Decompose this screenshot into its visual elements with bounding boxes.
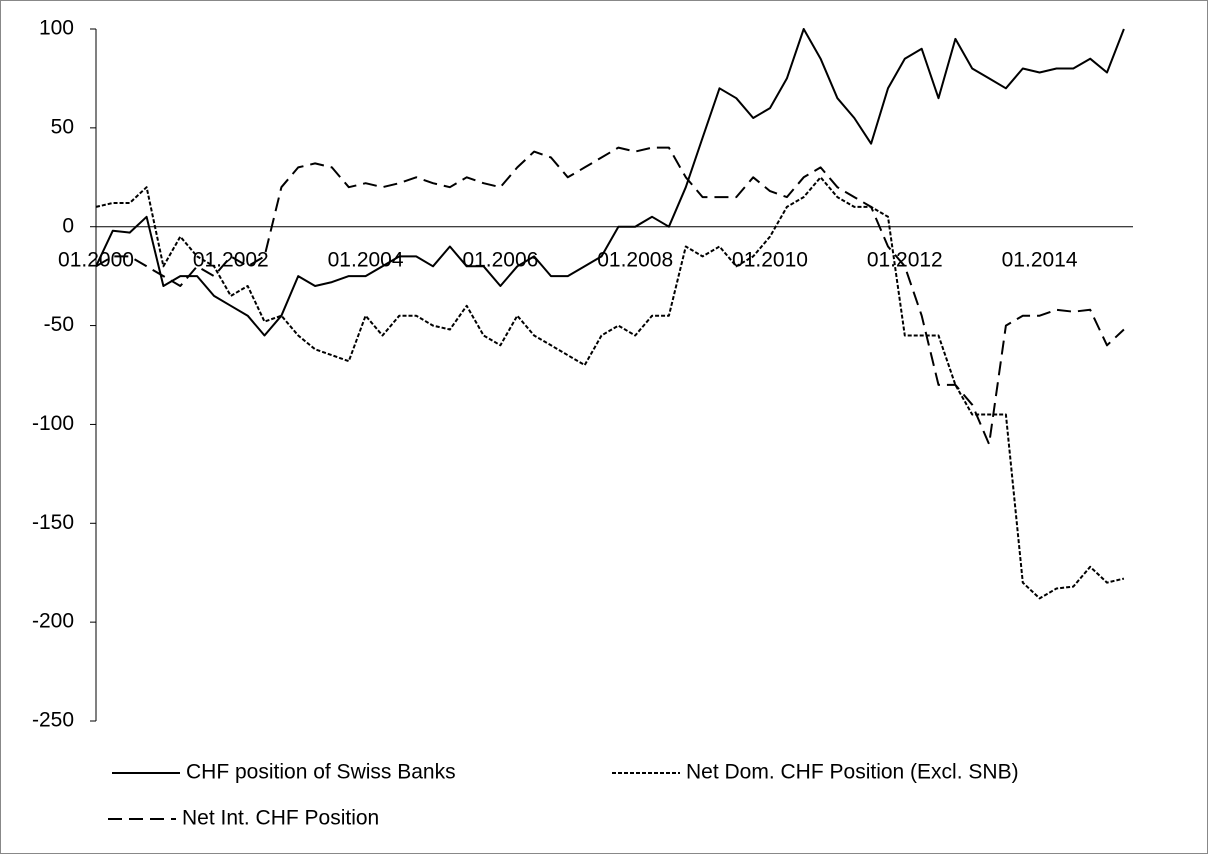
x-tick-label: 01.2002 <box>193 248 269 271</box>
series-line <box>95 28 1125 337</box>
x-tick-label: 01.2010 <box>732 248 808 271</box>
x-tick-label: 01.2008 <box>597 248 673 271</box>
legend-label: CHF position of Swiss Banks <box>186 761 456 784</box>
legend-label: Net Dom. CHF Position (Excl. SNB) <box>686 761 1019 784</box>
y-tick-label: -150 <box>32 511 74 534</box>
y-tick-label: 50 <box>51 115 74 138</box>
y-tick-label: -200 <box>32 610 74 633</box>
y-tick-label: -250 <box>32 709 74 732</box>
y-tick-label: -50 <box>44 313 74 336</box>
y-tick-label: 100 <box>39 17 74 40</box>
y-tick-label: 0 <box>62 214 74 237</box>
series-line <box>95 146 1125 446</box>
series-line <box>95 176 1125 600</box>
x-tick-label: 01.2000 <box>58 248 134 271</box>
x-tick-label: 01.2014 <box>1002 248 1078 271</box>
y-tick-label: -100 <box>32 412 74 435</box>
legend-label: Net Int. CHF Position <box>182 807 379 830</box>
x-tick-label: 01.2012 <box>867 248 943 271</box>
